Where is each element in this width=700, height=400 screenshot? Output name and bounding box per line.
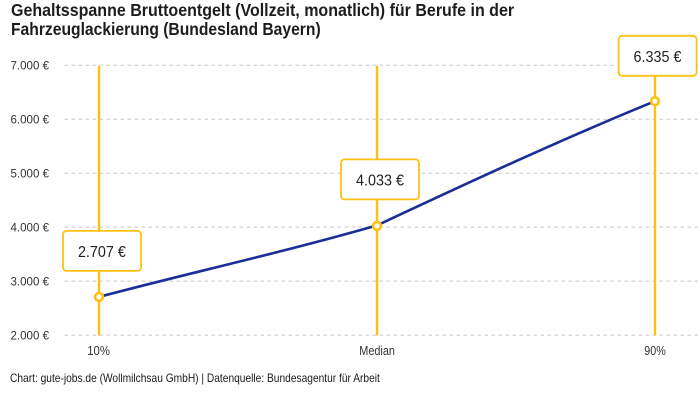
- svg-text:3.000 €: 3.000 €: [11, 274, 50, 288]
- svg-text:10%: 10%: [87, 343, 110, 358]
- svg-text:2.000 €: 2.000 €: [11, 328, 50, 342]
- svg-text:90%: 90%: [644, 343, 666, 358]
- svg-text:Median: Median: [359, 343, 395, 358]
- svg-text:6.000 €: 6.000 €: [11, 113, 50, 127]
- svg-text:6.335 €: 6.335 €: [634, 49, 682, 66]
- svg-text:4.000 €: 4.000 €: [11, 220, 50, 234]
- svg-text:2.707 €: 2.707 €: [78, 244, 126, 261]
- svg-text:7.000 €: 7.000 €: [11, 59, 50, 73]
- svg-text:4.033 €: 4.033 €: [356, 173, 404, 190]
- svg-text:5.000 €: 5.000 €: [11, 166, 50, 180]
